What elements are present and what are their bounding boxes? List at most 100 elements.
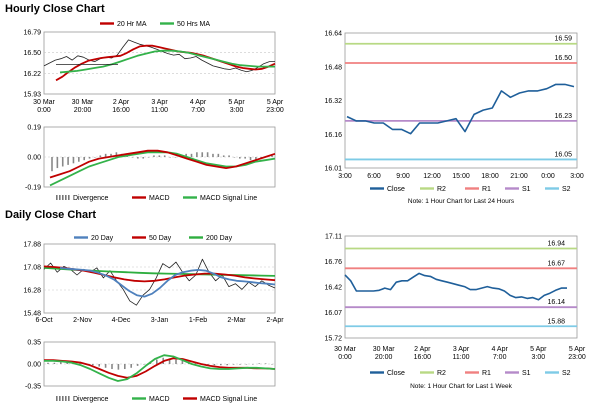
hourly-level-r1-label: 16.50 <box>554 55 572 62</box>
hourly-macd-ytick: 0.00 <box>27 155 41 162</box>
hourly-close-series-line <box>346 83 575 135</box>
hourly-price-xtick: 20:00 <box>74 107 92 114</box>
daily-divergence-bar <box>181 360 184 364</box>
legend-daily-macd-signal-label: MACD Signal Line <box>200 396 257 403</box>
hourly-close-xtick: 3:00 <box>570 173 584 180</box>
daily-divergence-bar <box>104 364 107 368</box>
daily-close-ytick: 16.76 <box>324 259 342 266</box>
daily-divergence-bar <box>232 364 235 365</box>
legend-hourly-close-r2-label: R2 <box>437 186 446 193</box>
legend-200day-label: 200 Day <box>206 235 233 242</box>
hourly-macd-ytick: -0.19 <box>25 185 41 192</box>
hourly-divergence-bar <box>228 155 230 157</box>
hourly-divergence-bar <box>99 155 102 157</box>
daily-divergence-bar <box>226 364 228 366</box>
daily-close-xtick: 4 Apr <box>491 346 508 353</box>
legend-daily-divergence-swatch <box>59 396 61 401</box>
hourly-divergence-bar <box>131 157 134 158</box>
hourly-price-xtick: 5 Apr <box>267 99 284 106</box>
daily-close-xtick: 20:00 <box>375 354 393 361</box>
daily-price-xtick: 2-Apr <box>266 317 284 324</box>
hourly-price-xtick: 3:00 <box>230 107 244 114</box>
daily-price-ytick: 17.88 <box>23 242 41 249</box>
daily-divergence-bar <box>60 362 62 364</box>
daily-divergence-bar <box>130 364 132 368</box>
daily-close-xtick: 30 Mar <box>334 346 356 353</box>
daily-price-frame <box>43 243 276 314</box>
hourly-price-ytick: 16.79 <box>23 30 41 37</box>
hourly-section-title: Hourly Close Chart <box>5 3 105 15</box>
hourly-divergence-bar <box>104 153 107 157</box>
legend-hourly-divergence-swatch <box>59 195 61 200</box>
legend-daily-close-close-label: Close <box>387 370 405 377</box>
daily-close-ytick: 15.72 <box>324 336 342 343</box>
hourly-20hr-ma-line <box>55 44 276 82</box>
hourly-divergence-bar <box>110 153 112 157</box>
daily-close-xtick: 5 Apr <box>530 346 547 353</box>
legend-daily-macd-label: MACD <box>149 396 170 403</box>
hourly-divergence-bar <box>217 153 220 157</box>
daily-divergence-bar <box>111 364 113 370</box>
daily-divergence-bar <box>53 362 56 364</box>
daily-macd-line <box>44 354 276 382</box>
hourly-price-xtick: 2 Apr <box>113 99 130 106</box>
hourly-close-xtick: 0:00 <box>541 173 555 180</box>
daily-close-series-line <box>344 272 567 301</box>
legend-daily-close-r1-label: R1 <box>482 370 491 377</box>
daily-price-xtick: 2-Nov <box>73 317 92 324</box>
daily-close-xtick: 3:00 <box>532 354 546 361</box>
hourly-price-ytick: 16.22 <box>23 71 41 78</box>
daily-divergence-bar <box>47 362 49 364</box>
hourly-price-xtick: 7:00 <box>191 107 205 114</box>
hourly-divergence-bar <box>196 152 198 157</box>
hourly-price-xtick: 11:00 <box>151 107 168 114</box>
daily-divergence-bar <box>194 363 196 364</box>
hourly-divergence-bar <box>153 155 155 157</box>
daily-price-ytick: 17.08 <box>23 265 41 272</box>
hourly-divergence-bar <box>244 157 246 159</box>
hourly-divergence-bar <box>249 157 252 161</box>
legend-daily-divergence-swatch <box>68 396 70 401</box>
hourly-close-xtick: 9:00 <box>396 173 410 180</box>
hourly-divergence-bar <box>169 157 171 158</box>
hourly-divergence-bar <box>83 157 85 161</box>
legend-hourly-macd-signal-label: MACD Signal Line <box>200 195 257 202</box>
hourly-close-xtick: 6:00 <box>367 173 381 180</box>
hourly-divergence-bar <box>222 155 225 157</box>
hourly-close-ytick: 16.48 <box>324 64 342 71</box>
hourly-divergence-bar <box>239 157 241 159</box>
daily-divergence-bar <box>252 364 254 365</box>
daily-divergence-bar <box>79 363 81 364</box>
legend-20hr-ma-label: 20 Hr MA <box>117 21 147 28</box>
legend-daily-divergence-swatch <box>62 396 64 401</box>
legend-hourly-macd-label: MACD <box>149 195 170 202</box>
hourly-close-xtick: 3:00 <box>338 173 352 180</box>
daily-close-line <box>43 258 276 306</box>
daily-price-xtick: 1-Feb <box>189 317 207 324</box>
daily-divergence-bar <box>213 364 216 366</box>
hourly-price-xtick: 16:00 <box>112 107 130 114</box>
daily-close-ytick: 16.07 <box>324 310 342 317</box>
daily-divergence-bar <box>245 364 248 365</box>
hourly-divergence-bar <box>271 155 273 157</box>
hourly-close-xtick: 15:00 <box>452 173 470 180</box>
hourly-divergence-bar <box>185 153 187 157</box>
hourly-close-xtick: 18:00 <box>481 173 499 180</box>
daily-price-ytick: 16.28 <box>23 288 41 295</box>
daily-close-xtick: 30 Mar <box>373 346 395 353</box>
hourly-price-xtick: 30 Mar <box>72 99 94 106</box>
legend-daily-close-s1-label: S1 <box>522 370 531 377</box>
daily-close-xtick: 5 Apr <box>569 346 586 353</box>
hourly-divergence-bar <box>174 157 177 158</box>
daily-close-xtick: 11:00 <box>453 354 470 361</box>
hourly-divergence-bar <box>78 157 80 162</box>
daily-divergence-bar <box>136 364 139 366</box>
daily-divergence-bar <box>124 364 126 370</box>
daily-divergence-bar <box>175 359 177 364</box>
daily-divergence-bar <box>258 363 260 364</box>
daily-price-xtick: 2-Mar <box>227 317 246 324</box>
daily-divergence-bar <box>143 364 145 365</box>
hourly-price-xtick: 5 Apr <box>228 99 245 106</box>
hourly-close-xtick: 21:00 <box>510 173 528 180</box>
